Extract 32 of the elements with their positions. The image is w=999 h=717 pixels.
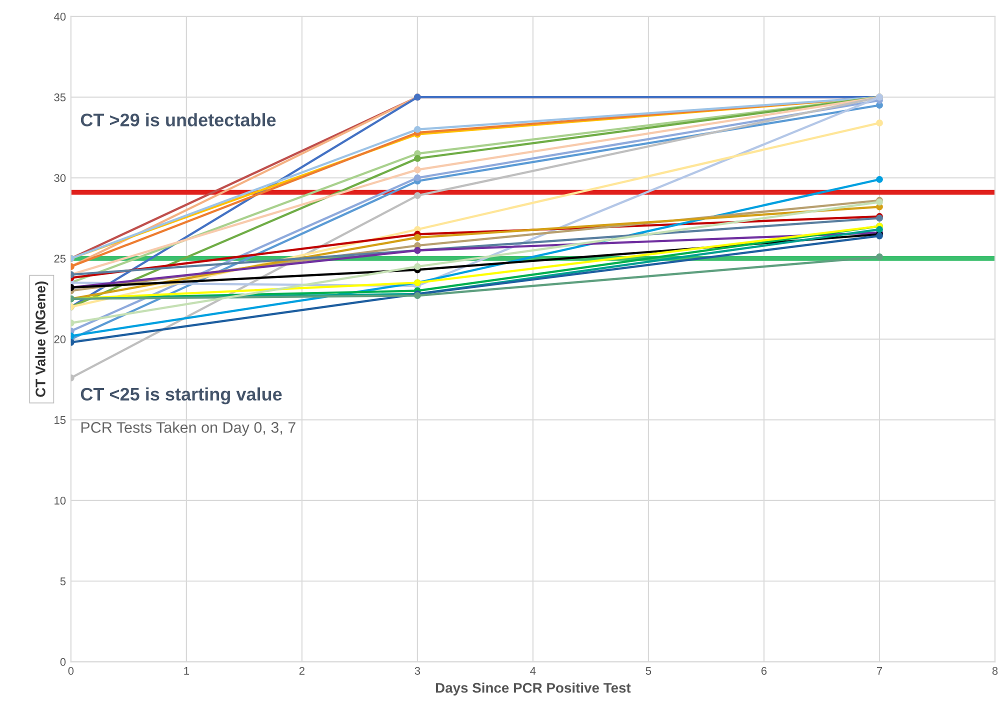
y-axis-title: CT Value (NGene) [35, 282, 48, 397]
point [876, 253, 883, 260]
annotation: CT <25 is starting value [80, 387, 282, 404]
annotation: PCR Tests Taken on Day 0, 3, 7 [81, 422, 296, 436]
x-tick-label: 0 [68, 666, 74, 675]
x-tick-label: 4 [530, 667, 536, 675]
x-tick-label: 8 [992, 666, 998, 675]
x-tick-label: 3 [414, 666, 420, 675]
x-axis-title: Days Since PCR Positive Test [436, 682, 631, 696]
x-tick-label: 6 [761, 666, 767, 675]
x-tick-label: 2 [299, 666, 304, 675]
annotation: CT >29 is undetectable [80, 113, 276, 126]
point [414, 174, 421, 182]
y-tick-label: 15 [54, 416, 66, 424]
y-tick-label: 35 [54, 93, 66, 102]
point [414, 166, 421, 174]
point [876, 226, 883, 233]
y-tick-label: 20 [54, 335, 66, 344]
y-tick-label: 30 [54, 174, 66, 182]
point [414, 263, 421, 270]
y-tick-label: 40 [54, 12, 66, 21]
y-tick-label: 5 [60, 578, 66, 586]
point [876, 176, 883, 183]
y-tick-label: 10 [54, 496, 66, 505]
y-tick-label: 25 [54, 254, 66, 263]
x-tick-label: 5 [646, 667, 652, 675]
x-tick-label: 7 [876, 667, 882, 675]
y-tick-label: 0 [60, 658, 66, 666]
point [876, 119, 883, 126]
x-tick-label: 1 [184, 667, 189, 675]
point [414, 154, 421, 162]
point [414, 234, 421, 241]
